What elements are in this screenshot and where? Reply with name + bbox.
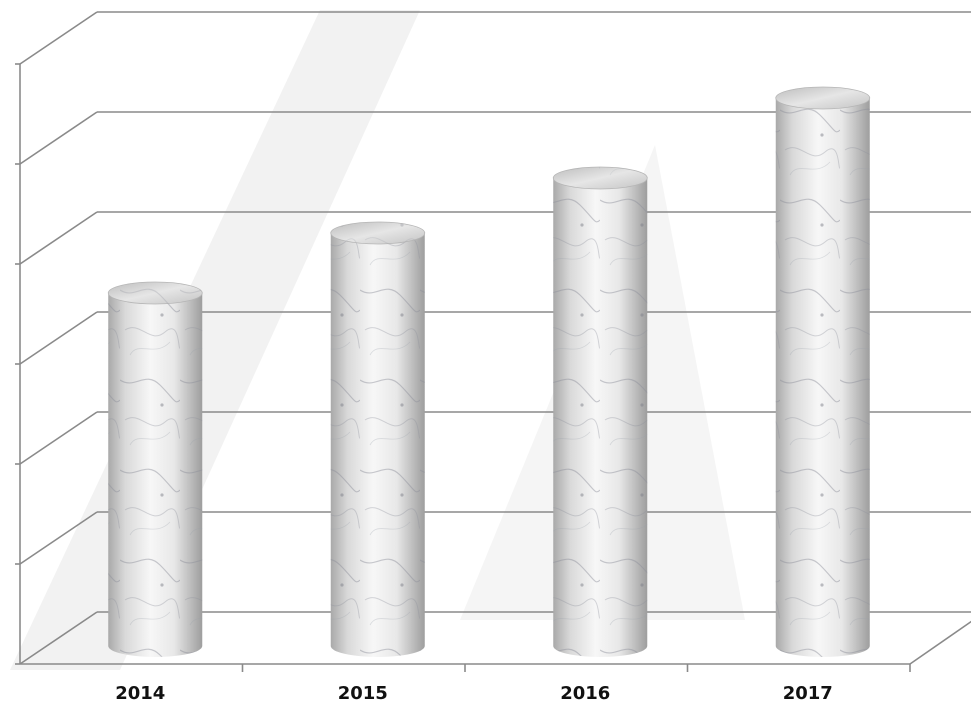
bar-marble-texture bbox=[330, 233, 425, 657]
bars bbox=[107, 86, 871, 658]
x-label-2015: 2015 bbox=[338, 683, 388, 704]
bar-marble-texture bbox=[553, 178, 648, 658]
bar-top-texture bbox=[330, 222, 425, 244]
bar-top-texture bbox=[553, 167, 648, 189]
bar-2014 bbox=[107, 281, 203, 657]
side-gridline-2 bbox=[19, 411, 98, 465]
side-gridline-6 bbox=[19, 11, 98, 65]
bar-top-texture bbox=[775, 87, 870, 109]
side-gridline-1 bbox=[19, 511, 98, 565]
side-gridline-3 bbox=[19, 311, 98, 365]
x-label-2017: 2017 bbox=[783, 683, 833, 704]
x-label-2016: 2016 bbox=[560, 683, 610, 704]
side-gridline-0 bbox=[19, 611, 98, 665]
x-tick-labels: 2014 2015 2016 2017 bbox=[115, 683, 833, 704]
bar-top-texture bbox=[108, 282, 203, 304]
bar-2015 bbox=[330, 221, 426, 657]
axes bbox=[15, 63, 971, 672]
bar-2016 bbox=[552, 166, 648, 658]
side-gridline-4 bbox=[19, 211, 98, 265]
side-gridline-5 bbox=[19, 111, 98, 165]
x-label-2014: 2014 bbox=[115, 683, 165, 704]
bar-2017 bbox=[775, 86, 871, 658]
floor-right-edge bbox=[909, 620, 971, 665]
bar-marble-texture bbox=[108, 293, 203, 657]
bar-marble-texture bbox=[775, 98, 870, 658]
